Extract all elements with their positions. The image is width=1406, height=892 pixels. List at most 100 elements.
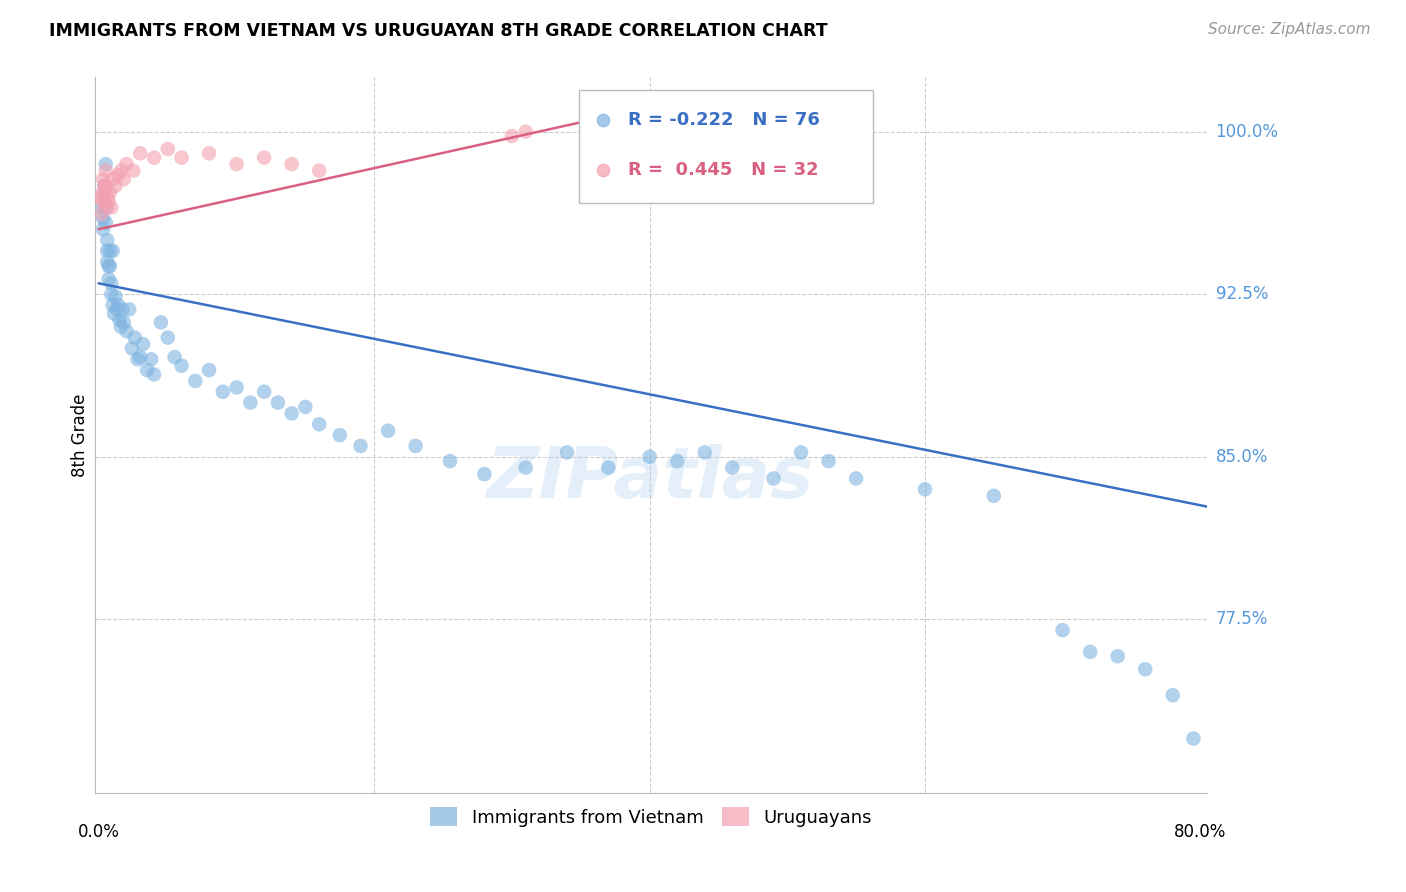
FancyBboxPatch shape: [579, 89, 873, 202]
Text: IMMIGRANTS FROM VIETNAM VS URUGUAYAN 8TH GRADE CORRELATION CHART: IMMIGRANTS FROM VIETNAM VS URUGUAYAN 8TH…: [49, 22, 828, 40]
Point: [104, 289, 127, 303]
Point: [515, 460, 537, 475]
Point: [762, 471, 785, 485]
Point: [329, 428, 352, 442]
Point: [98, 259, 121, 273]
Point: [100, 277, 122, 291]
Text: ZIPatlas: ZIPatlas: [488, 443, 814, 513]
Point: [790, 445, 813, 459]
Point: [666, 454, 689, 468]
Point: [156, 142, 179, 156]
Point: [253, 384, 276, 399]
Point: [101, 244, 124, 258]
Point: [91, 186, 114, 200]
Point: [717, 404, 740, 418]
Text: 0.0%: 0.0%: [77, 823, 120, 841]
Point: [845, 471, 868, 485]
Point: [280, 157, 302, 171]
Point: [1052, 623, 1074, 637]
Point: [104, 178, 127, 193]
Point: [717, 252, 740, 267]
Point: [280, 406, 302, 420]
Point: [163, 350, 186, 364]
Point: [1135, 662, 1157, 676]
Point: [122, 163, 145, 178]
Point: [90, 194, 112, 208]
Point: [100, 287, 122, 301]
Point: [112, 172, 135, 186]
Point: [93, 194, 115, 208]
Text: 77.5%: 77.5%: [1216, 610, 1268, 628]
Point: [349, 439, 371, 453]
Point: [983, 489, 1005, 503]
Point: [90, 207, 112, 221]
Point: [474, 467, 496, 482]
Point: [90, 201, 112, 215]
Point: [98, 186, 121, 200]
Point: [91, 172, 114, 186]
Point: [149, 315, 172, 329]
Point: [377, 424, 399, 438]
Point: [267, 395, 290, 409]
Point: [101, 172, 124, 186]
Point: [97, 272, 120, 286]
Point: [914, 483, 936, 497]
Point: [1107, 649, 1129, 664]
Point: [132, 337, 155, 351]
Point: [198, 363, 221, 377]
Text: 100.0%: 100.0%: [1216, 122, 1278, 141]
Point: [1182, 731, 1205, 746]
Text: 92.5%: 92.5%: [1216, 285, 1268, 303]
Point: [107, 298, 129, 312]
Point: [110, 319, 132, 334]
Point: [96, 189, 118, 203]
Point: [817, 454, 839, 468]
Text: Source: ZipAtlas.com: Source: ZipAtlas.com: [1208, 22, 1371, 37]
Point: [439, 454, 461, 468]
Point: [94, 157, 117, 171]
Point: [93, 189, 115, 203]
Point: [96, 244, 118, 258]
Point: [115, 157, 138, 171]
Point: [501, 128, 523, 143]
Point: [170, 359, 193, 373]
Point: [721, 460, 744, 475]
Point: [110, 163, 132, 178]
Point: [94, 201, 117, 215]
Point: [515, 125, 537, 139]
Point: [105, 302, 128, 317]
Point: [107, 168, 129, 182]
Point: [124, 330, 146, 344]
Point: [94, 163, 117, 178]
Point: [127, 352, 149, 367]
Point: [555, 445, 578, 459]
Text: R =  0.445   N = 32: R = 0.445 N = 32: [627, 161, 818, 178]
Point: [96, 233, 118, 247]
Point: [98, 244, 121, 258]
Point: [198, 146, 221, 161]
Point: [308, 417, 330, 432]
Y-axis label: 8th Grade: 8th Grade: [72, 393, 89, 477]
Point: [170, 151, 193, 165]
Point: [97, 194, 120, 208]
Legend: Immigrants from Vietnam, Uruguayans: Immigrants from Vietnam, Uruguayans: [423, 800, 879, 834]
Point: [89, 189, 111, 203]
Point: [97, 259, 120, 273]
Point: [598, 460, 620, 475]
Point: [405, 439, 427, 453]
Text: R = -0.222   N = 76: R = -0.222 N = 76: [627, 111, 820, 128]
Point: [118, 302, 141, 317]
Point: [129, 350, 152, 364]
Point: [1078, 645, 1101, 659]
Text: 80.0%: 80.0%: [1174, 823, 1226, 841]
Point: [91, 222, 114, 236]
Point: [141, 352, 163, 367]
Point: [93, 178, 115, 193]
Point: [225, 380, 247, 394]
Point: [108, 313, 131, 327]
Point: [1161, 688, 1184, 702]
Point: [253, 151, 276, 165]
Point: [143, 151, 166, 165]
Point: [225, 157, 247, 171]
Point: [94, 216, 117, 230]
